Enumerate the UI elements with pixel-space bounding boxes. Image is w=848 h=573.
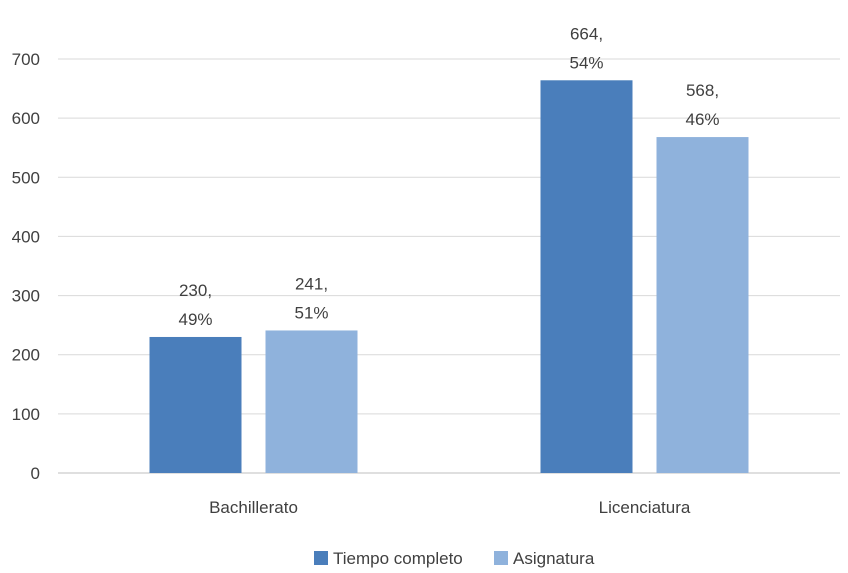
data-label: 664, — [570, 24, 603, 43]
legend-swatch — [494, 551, 508, 565]
legend-label: Tiempo completo — [333, 549, 463, 568]
y-tick-label: 700 — [12, 50, 40, 69]
legend-swatch — [314, 551, 328, 565]
data-label: 51% — [294, 303, 328, 322]
data-labels: 230, 49% 241, 51% 664, 54% 568, 46% — [178, 24, 719, 329]
bar-tiempo-completo-licenciatura — [540, 80, 633, 473]
bars — [149, 80, 749, 473]
y-tick-label: 0 — [31, 464, 40, 483]
y-tick-label: 300 — [12, 287, 40, 306]
legend-label: Asignatura — [513, 549, 595, 568]
bar-tiempo-completo-bachillerato — [149, 336, 242, 473]
y-tick-label: 100 — [12, 405, 40, 424]
y-axis: 0 100 200 300 400 500 600 700 — [12, 50, 40, 483]
y-tick-label: 500 — [12, 168, 40, 187]
data-label: 241, — [295, 274, 328, 293]
y-tick-label: 600 — [12, 109, 40, 128]
data-label: 46% — [685, 110, 719, 129]
x-axis: Bachillerato Licenciatura — [209, 498, 691, 517]
x-tick-label: Bachillerato — [209, 498, 298, 517]
legend: Tiempo completo Asignatura — [314, 549, 595, 568]
data-label: 230, — [179, 281, 212, 300]
y-tick-label: 200 — [12, 346, 40, 365]
data-label: 49% — [178, 310, 212, 329]
data-label: 568, — [686, 81, 719, 100]
bar-asignatura-bachillerato — [265, 330, 358, 473]
bar-asignatura-licenciatura — [656, 137, 749, 473]
y-tick-label: 400 — [12, 227, 40, 246]
x-tick-label: Licenciatura — [599, 498, 691, 517]
data-label: 54% — [569, 53, 603, 72]
